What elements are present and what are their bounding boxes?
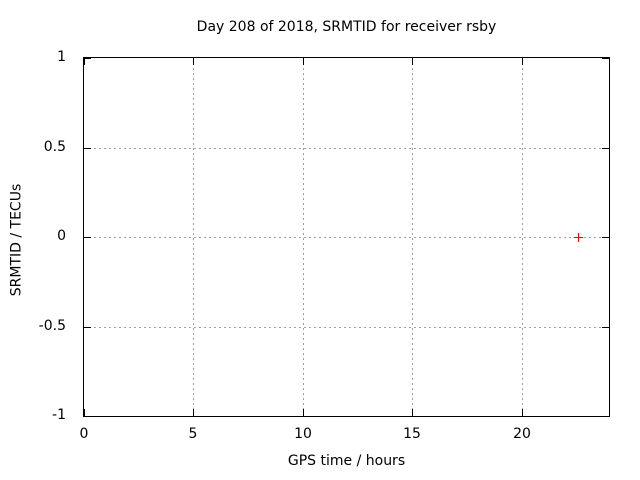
x-tick-mark-top — [303, 58, 304, 65]
x-tick-mark-top — [193, 58, 194, 65]
x-tick-mark-bottom — [522, 409, 523, 416]
y-tick-mark-left — [84, 327, 91, 328]
y-tick-mark-right — [602, 148, 609, 149]
x-tick-label: 20 — [513, 426, 531, 442]
chart-title: Day 208 of 2018, SRMTID for receiver rsb… — [196, 19, 497, 35]
x-tick-label: 0 — [79, 426, 89, 442]
data-point-marker — [574, 233, 583, 242]
y-tick-label: 0.5 — [43, 139, 66, 155]
x-tick-mark-top — [522, 58, 523, 65]
marker-vertical-bar — [578, 233, 579, 242]
x-tick-label: 15 — [403, 426, 421, 442]
x-tick-mark-top — [84, 58, 85, 65]
x-tick-mark-bottom — [84, 409, 85, 416]
x-tick-label: 5 — [188, 426, 198, 442]
plot-area — [83, 57, 610, 417]
grid-line-horizontal — [84, 148, 609, 149]
grid-line-horizontal — [84, 327, 609, 328]
x-axis-label: GPS time / hours — [287, 453, 406, 469]
x-tick-mark-bottom — [303, 409, 304, 416]
x-tick-mark-top — [412, 58, 413, 65]
x-tick-mark-bottom — [412, 409, 413, 416]
y-tick-mark-left — [84, 58, 91, 59]
y-tick-mark-left — [84, 416, 91, 417]
y-tick-mark-right — [602, 327, 609, 328]
y-tick-label: -0.5 — [38, 318, 66, 334]
x-tick-label: 10 — [294, 426, 312, 442]
y-tick-mark-left — [84, 237, 91, 238]
y-tick-mark-right — [602, 416, 609, 417]
y-tick-label: -1 — [52, 407, 66, 423]
y-tick-label: 1 — [57, 49, 66, 65]
y-tick-mark-right — [602, 58, 609, 59]
y-tick-mark-right — [602, 237, 609, 238]
y-tick-mark-left — [84, 148, 91, 149]
grid-line-horizontal — [84, 237, 609, 238]
y-tick-label: 0 — [57, 228, 66, 244]
x-tick-mark-bottom — [193, 409, 194, 416]
